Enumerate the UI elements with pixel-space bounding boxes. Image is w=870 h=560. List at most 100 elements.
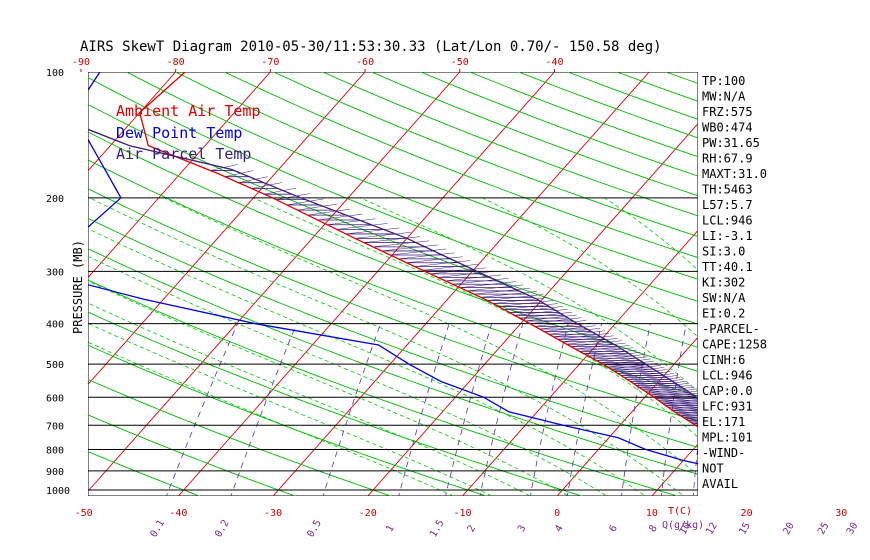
cape-hatch-diagonal [677, 411, 698, 415]
cape-hatch-diagonal [777, 464, 791, 470]
dry-adiabat-line [420, 72, 698, 177]
cape-hatch-diagonal [780, 466, 792, 472]
dry-adiabat-line [88, 378, 392, 496]
cape-hatch-diagonal [749, 452, 779, 458]
bottom-temperature-axis: -50 -40 -30 -20 -10 0 10 20 30 [75, 508, 848, 519]
cape-hatch-diagonal [680, 413, 698, 416]
cape-hatch-diagonal [390, 248, 447, 256]
moist-adiabat-line [88, 322, 493, 496]
mixing-ratio-line [479, 323, 524, 496]
mixing-ratio-label: 10 [678, 521, 694, 537]
moist-adiabat-line [163, 197, 698, 476]
panel-line: SW:N/A [702, 291, 746, 305]
bottom-axis-tick-label: 0 [554, 508, 560, 519]
cape-hatch-diagonal [596, 354, 644, 361]
mixing-ratio-label: 0.1 [149, 518, 168, 539]
isotherm-line [0, 72, 81, 499]
cape-hatch-diagonal [630, 375, 678, 382]
legend-parcel: Air Parcel Temp [116, 145, 251, 163]
cape-hatch-diagonal [757, 456, 783, 462]
mixing-ratio-label: 2 [466, 523, 479, 534]
background-grid [0, 72, 870, 499]
moist-adiabat-line [89, 197, 685, 496]
cape-hatch-diagonal [562, 335, 614, 343]
mixing-ratio-axis: 0.10.20.511.52346810121520253040 [149, 518, 861, 539]
dry-adiabat-line [88, 188, 698, 422]
pressure-tick-label: 500 [46, 360, 64, 371]
cape-hatch-diagonal [790, 472, 797, 478]
panel-line: PW:31.65 [702, 136, 760, 150]
mixing-ratio-label: 30 [845, 521, 861, 537]
isotherm-line [88, 72, 366, 386]
mixing-ratio-line [661, 323, 687, 496]
cape-hatch-diagonal [683, 415, 698, 418]
mixing-ratio-line [566, 323, 602, 496]
isotherm-line [88, 72, 177, 172]
panel-line: EI:0.2 [702, 307, 745, 321]
top-temperature-axis: -120-110-100-90-80-70-60-50-40 [72, 57, 563, 72]
cape-hatch-diagonal [665, 401, 698, 406]
moist-adiabat-line [88, 255, 608, 496]
bottom-axis-tick-label: -40 [169, 508, 187, 519]
cape-hatch-diagonal [672, 407, 698, 411]
moist-adiabat-line [88, 302, 532, 496]
cape-hatch-diagonal [566, 337, 618, 345]
cape-hatch-diagonal [583, 347, 634, 354]
cape-hatch-diagonal [642, 382, 689, 390]
cape-hatch-diagonal [336, 223, 388, 230]
isotherm-line [839, 72, 870, 499]
isotherm-line [88, 72, 461, 492]
moist-adiabat-line [88, 280, 570, 496]
bottom-axis-tick-label: -10 [453, 508, 471, 519]
panel-line: L57:5.7 [702, 198, 753, 212]
panel-line: KI:302 [702, 276, 745, 290]
cape-hatch-diagonal [381, 244, 438, 252]
pressure-tick-label: 200 [46, 194, 64, 205]
cape-hatch-diagonal [297, 203, 338, 211]
dry-adiabat-line [88, 451, 201, 496]
cape-hatch-diagonal [741, 448, 774, 454]
mixing-ratio-line [529, 323, 569, 496]
dry-adiabat-line [175, 72, 698, 280]
cape-hatch-diagonal [286, 198, 324, 206]
cape-hatch-diagonal [772, 462, 789, 468]
pressure-tick-label: 700 [46, 421, 64, 432]
cape-hatch-diagonal [575, 342, 626, 350]
cape-hatching [210, 164, 802, 480]
ambient-temperature-line [138, 72, 698, 428]
legend: Ambient Air Temp Dew Point Temp Air Parc… [116, 102, 261, 163]
cape-hatch-diagonal [224, 170, 254, 177]
cape-hatch-diagonal [592, 352, 641, 359]
cape-hatch-diagonal [775, 463, 791, 469]
cape-hatch-diagonal [579, 345, 630, 352]
cape-hatch-diagonal [647, 386, 695, 394]
dry-adiabat-line [88, 248, 698, 475]
panel-line: CAP:0.0 [702, 384, 753, 398]
mixing-ratio-line [831, 324, 838, 499]
dry-adiabat-line [224, 72, 698, 259]
cape-hatch-diagonal [675, 409, 698, 413]
panel-line: MW:N/A [702, 90, 746, 104]
mixing-ratio-line [445, 323, 492, 496]
mixing-ratio-label: 20 [781, 521, 797, 537]
cape-hatch-diagonal [785, 468, 794, 474]
isotherm-line [177, 72, 555, 496]
cape-hatch-diagonal [791, 473, 800, 479]
dry-adiabat-line [88, 131, 698, 372]
cape-hatch-diagonal [276, 193, 310, 200]
mixing-ratio-label: 1 [384, 523, 397, 534]
cape-hatch-diagonal [548, 327, 601, 335]
pressure-tick-label: 1000 [46, 486, 70, 497]
panel-line: LFC:931 [702, 400, 753, 414]
cape-hatch-diagonal [763, 458, 785, 464]
cape-hatch-diagonal [600, 356, 648, 363]
cape-hatch-diagonal [452, 278, 509, 285]
temperature-unit-label: T(C) [668, 506, 692, 517]
cape-hatch-diagonal [307, 208, 351, 216]
cape-hatch-diagonal [430, 267, 487, 275]
cape-hatch-diagonal [251, 182, 283, 189]
cape-hatch-diagonal [792, 474, 802, 480]
cape-hatch-diagonal [317, 213, 363, 221]
